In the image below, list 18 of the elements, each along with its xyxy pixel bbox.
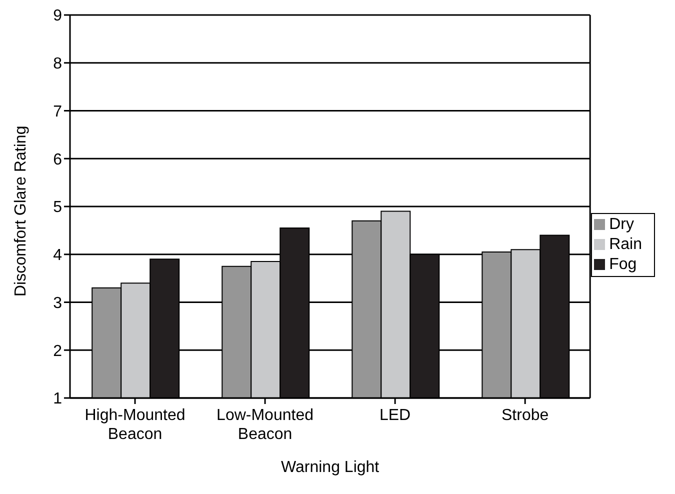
y-axis-title: Discomfort Glare Rating	[12, 126, 30, 296]
x-axis-title: Warning Light	[280, 459, 380, 476]
x-tick-label: LED	[379, 407, 411, 424]
y-tick-label: 5	[53, 199, 62, 216]
x-tick-label: High-Mounted Beacon	[84, 407, 186, 443]
y-tick-label: 3	[53, 294, 62, 312]
y-tick-label: 8	[53, 56, 62, 73]
y-tick-label: 4	[53, 247, 62, 264]
legend-label: Dry	[609, 216, 634, 233]
y-tick-label: 1	[53, 390, 62, 408]
x-tick-label: Strobe	[502, 407, 549, 424]
legend-label: Fog	[609, 256, 637, 273]
legend-label: Rain	[609, 236, 642, 253]
y-tick-label: 7	[53, 103, 62, 120]
y-tick-label: 2	[53, 342, 62, 360]
y-tick-label: 9	[53, 8, 62, 25]
y-tick-label: 6	[53, 151, 62, 168]
x-tick-label: Low-Mounted Beacon	[216, 407, 314, 443]
